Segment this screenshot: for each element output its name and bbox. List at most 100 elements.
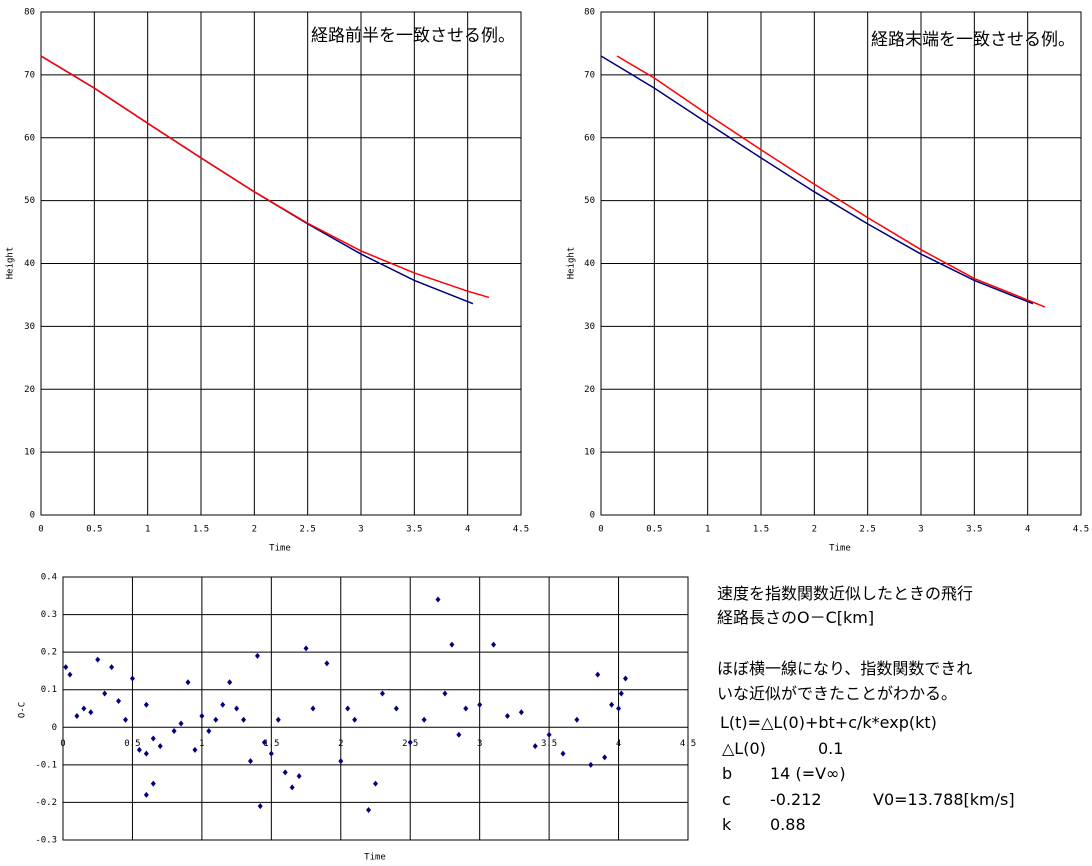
x-tick-label: 1 <box>199 739 204 749</box>
param-value: 0.88 <box>770 815 806 834</box>
x-tick-label: 0.5 <box>86 525 102 535</box>
data-point <box>407 739 413 746</box>
data-point <box>234 705 240 712</box>
data-point <box>324 660 330 667</box>
data-point <box>345 705 351 712</box>
data-point <box>143 701 149 708</box>
x-tick-label: 1.5 <box>753 525 769 535</box>
data-point <box>143 791 149 798</box>
y-tick-label: 0.3 <box>41 610 57 620</box>
data-point <box>206 728 212 735</box>
param-value: 0.1 <box>818 739 844 758</box>
data-point <box>289 784 295 791</box>
y-tick-label: 0 <box>30 511 35 521</box>
data-point <box>442 690 448 697</box>
data-point <box>150 735 156 742</box>
data-point <box>67 671 73 678</box>
annotation: 経路末端を一致させる例。 <box>871 30 1075 50</box>
data-line <box>616 55 1046 308</box>
y-tick-label: 10 <box>584 448 595 458</box>
data-point <box>282 769 288 776</box>
data-point <box>588 761 594 768</box>
x-tick-label: 3.5 <box>541 739 557 749</box>
x-tick-label: 2 <box>338 739 343 749</box>
x-tick-label: 1 <box>705 525 710 535</box>
y-tick-label: 50 <box>584 196 595 206</box>
y-tick-label: 0.1 <box>41 685 57 695</box>
data-point <box>143 750 149 757</box>
x-tick-label: 3.5 <box>966 525 982 535</box>
data-point <box>449 641 455 648</box>
data-line <box>600 55 1034 305</box>
y-tick-label: 0.4 <box>41 573 57 583</box>
y-tick-label: 20 <box>584 385 595 395</box>
y-tick-label: 40 <box>584 259 595 269</box>
param-extra: V0=13.788[km/s] <box>873 790 1015 809</box>
data-point <box>609 701 615 708</box>
data-point <box>178 720 184 727</box>
x-tick-label: 0 <box>598 525 603 535</box>
y-tick-label: 30 <box>584 322 595 332</box>
data-point <box>546 731 552 738</box>
y-tick-label: 0.2 <box>41 648 57 658</box>
data-point <box>296 773 302 780</box>
y-axis-title: Height <box>567 247 577 280</box>
data-point <box>74 713 80 720</box>
y-tick-label: 70 <box>584 70 595 80</box>
param-name: △L(0) <box>722 739 766 758</box>
data-point <box>136 746 142 753</box>
data-point <box>116 697 122 704</box>
annotation: 経路前半を一致させる例。 <box>311 26 515 46</box>
y-tick-label: 40 <box>24 259 35 269</box>
data-point <box>213 716 219 723</box>
x-tick-label: 4 <box>465 525 470 535</box>
y-tick-label: -0.3 <box>35 836 57 846</box>
data-point <box>227 679 233 686</box>
y-tick-label: -0.1 <box>35 760 57 770</box>
y-tick-label: 10 <box>24 448 35 458</box>
data-point <box>129 675 135 682</box>
data-line <box>40 55 490 299</box>
data-point <box>185 679 191 686</box>
x-tick-label: 3 <box>477 739 482 749</box>
x-axis-title: Time <box>364 853 386 863</box>
data-point <box>518 709 524 716</box>
y-tick-label: 80 <box>24 8 35 18</box>
y-tick-label: 80 <box>584 8 595 18</box>
param-value: -0.212 <box>770 790 822 809</box>
x-axis-title: Time <box>829 544 851 554</box>
data-point <box>532 743 538 750</box>
param-name: c <box>722 790 731 809</box>
y-tick-label: 0 <box>52 723 57 733</box>
data-point <box>379 690 385 697</box>
x-tick-label: 1 <box>145 525 150 535</box>
x-tick-label: 3 <box>918 525 923 535</box>
heading-1: 速度を指数関数近似したときの飛行 <box>717 584 974 603</box>
data-point <box>157 743 163 750</box>
data-point <box>504 713 510 720</box>
param-name: k <box>722 815 732 834</box>
data-point <box>109 664 115 671</box>
data-point <box>261 739 267 746</box>
x-tick-label: 2.5 <box>300 525 316 535</box>
data-point <box>88 709 94 716</box>
data-point <box>373 780 378 787</box>
data-point <box>574 716 580 723</box>
x-tick-label: 2 <box>252 525 257 535</box>
formula: L(t)=△L(0)+bt+c/k*exp(kt) <box>720 713 937 732</box>
param-value: 14 (=V∞) <box>770 764 846 783</box>
x-tick-label: 0.5 <box>124 739 140 749</box>
param-name: b <box>722 764 733 783</box>
data-point <box>463 705 469 712</box>
x-tick-label: 1.5 <box>193 525 209 535</box>
x-tick-label: 4.5 <box>680 739 696 749</box>
data-point <box>491 641 497 648</box>
y-axis-title: O-C <box>18 702 28 718</box>
x-tick-label: 4 <box>1025 525 1030 535</box>
data-point <box>595 671 601 678</box>
data-point <box>623 675 628 682</box>
x-tick-label: 0.5 <box>646 525 662 535</box>
data-point <box>123 716 128 723</box>
body-1: ほぼ横一線になり、指数関数できれ <box>717 659 973 678</box>
